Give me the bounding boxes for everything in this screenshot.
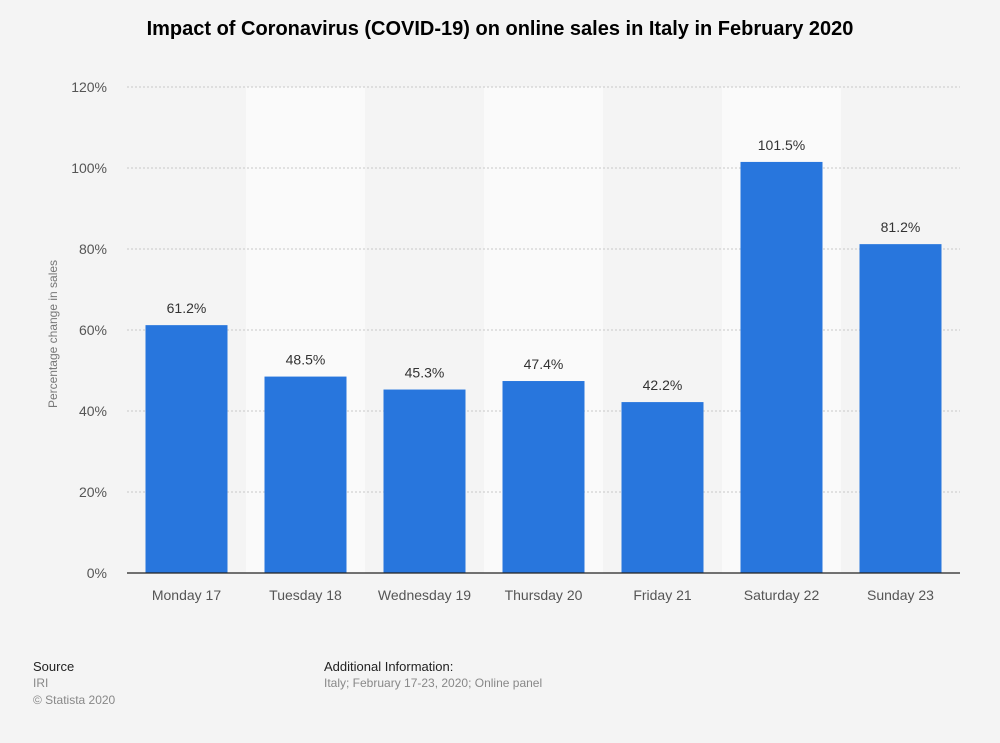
source-name: IRI	[33, 676, 49, 690]
y-tick-label: 40%	[79, 403, 107, 419]
y-tick-label: 100%	[71, 160, 107, 176]
bar	[145, 325, 228, 573]
x-tick-label: Sunday 23	[867, 587, 934, 603]
y-tick-label: 120%	[71, 79, 107, 95]
copyright: © Statista 2020	[33, 693, 116, 707]
y-tick-label: 20%	[79, 484, 107, 500]
source-heading: Source	[33, 659, 75, 674]
data-label: 48.5%	[286, 352, 326, 368]
data-label: 101.5%	[758, 137, 805, 153]
x-tick-label: Thursday 20	[505, 587, 583, 603]
y-tick-label: 60%	[79, 322, 107, 338]
data-label: 42.2%	[643, 377, 683, 393]
additional-info-text: Italy; February 17-23, 2020; Online pane…	[324, 676, 543, 690]
bar	[502, 381, 585, 573]
x-tick-label: Friday 21	[633, 587, 692, 603]
x-tick-label: Saturday 22	[744, 587, 820, 603]
additional-info-block: Additional Information: Italy; February …	[324, 658, 542, 692]
data-label: 81.2%	[881, 219, 921, 235]
x-tick-label: Tuesday 18	[269, 587, 342, 603]
bar	[383, 389, 466, 573]
bar	[264, 376, 347, 573]
bar	[740, 161, 823, 574]
bar	[621, 402, 704, 573]
y-tick-label: 80%	[79, 241, 107, 257]
data-label: 45.3%	[405, 365, 445, 381]
bar-chart: 0% 20% 40% 60% 80% 100% 120% 61.2% Monday 17 48.5…	[46, 79, 960, 603]
y-tick-label: 0%	[87, 565, 107, 581]
additional-info-heading: Additional Information:	[324, 659, 454, 674]
bar	[859, 244, 942, 573]
y-axis-title: Percentage change in sales	[46, 260, 60, 408]
data-label: 47.4%	[524, 356, 564, 372]
chart-title: Impact of Coronavirus (COVID-19) on onli…	[146, 18, 854, 40]
source-block: Source IRI © Statista 2020	[33, 658, 115, 709]
data-label: 61.2%	[167, 300, 207, 316]
x-tick-label: Wednesday 19	[378, 587, 471, 603]
x-tick-label: Monday 17	[152, 587, 221, 603]
